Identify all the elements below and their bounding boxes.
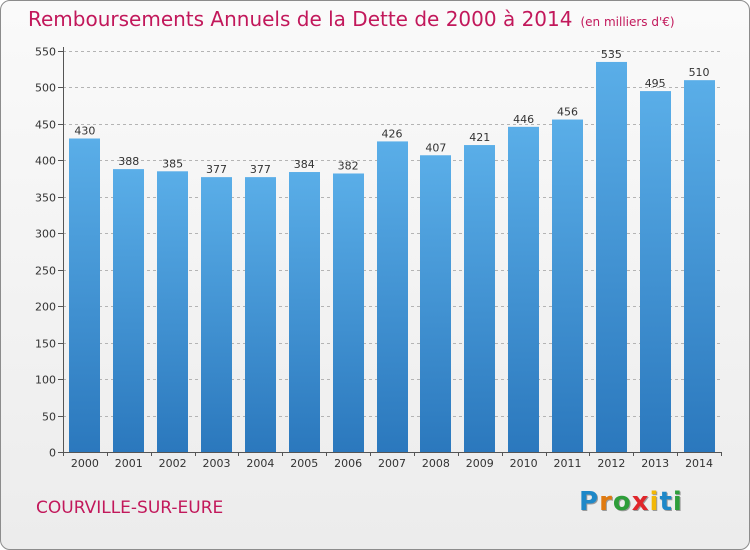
proxiti-logo: Proxiti <box>579 487 683 517</box>
data-label: 421 <box>469 131 490 144</box>
x-tick-label: 2009 <box>466 457 494 470</box>
bar <box>640 91 671 452</box>
y-tick-label: 250 <box>35 265 56 278</box>
data-label: 535 <box>601 48 622 61</box>
data-label: 388 <box>118 155 139 168</box>
logo-letter: o <box>612 487 632 517</box>
bar <box>69 138 100 452</box>
x-tick-label: 2006 <box>334 457 362 470</box>
logo-letter: i <box>672 487 683 517</box>
data-label: 510 <box>689 66 710 79</box>
y-tick-label: 150 <box>35 338 56 351</box>
bar <box>552 119 583 452</box>
bar <box>596 61 627 452</box>
logo-letter: x <box>631 487 650 517</box>
bar <box>157 171 188 453</box>
y-tick-label: 500 <box>35 82 56 95</box>
x-tick-label: 2014 <box>685 457 713 470</box>
data-label: 384 <box>294 158 315 171</box>
bar <box>377 141 408 452</box>
x-tick-label: 2005 <box>290 457 318 470</box>
data-label: 430 <box>74 124 95 137</box>
bar <box>289 172 320 452</box>
data-label: 377 <box>250 163 271 176</box>
data-label: 377 <box>206 163 227 176</box>
logo-letter: P <box>579 487 600 517</box>
y-tick-label: 200 <box>35 301 56 314</box>
bars <box>69 61 715 453</box>
data-label: 426 <box>382 127 403 140</box>
y-tick-label: 350 <box>35 192 56 205</box>
commune-name: COURVILLE-SUR-EURE <box>36 498 224 518</box>
logo-letter: i <box>649 487 660 517</box>
x-tick-label: 2008 <box>422 457 450 470</box>
bar <box>420 155 451 452</box>
data-label: 407 <box>425 141 446 154</box>
bar <box>201 177 232 452</box>
data-label: 446 <box>513 113 534 126</box>
x-tick-label: 2001 <box>115 457 143 470</box>
bar <box>113 169 144 452</box>
bar <box>245 177 276 452</box>
data-label: 382 <box>338 159 359 172</box>
x-tick-label: 2011 <box>553 457 581 470</box>
x-tick-label: 2004 <box>246 457 274 470</box>
axes <box>58 47 722 456</box>
bar <box>333 173 364 452</box>
data-label: 495 <box>645 77 666 90</box>
bar <box>464 145 495 452</box>
x-tick-label: 2013 <box>641 457 669 470</box>
bar <box>508 126 539 453</box>
x-tick-label: 2003 <box>203 457 231 470</box>
y-tick-label: 300 <box>35 228 56 241</box>
logo-letter: t <box>659 487 673 517</box>
y-tick-label: 400 <box>35 155 56 168</box>
chart-subtitle: (en milliers d'€) <box>580 15 675 29</box>
y-tick-label: 50 <box>42 411 56 424</box>
y-tick-label: 0 <box>49 447 56 460</box>
chart-title-text: Remboursements Annuels de la Dette de 20… <box>28 7 573 31</box>
x-tick-label: 2002 <box>159 457 187 470</box>
x-tick-label: 2007 <box>378 457 406 470</box>
x-tick-label: 2000 <box>71 457 99 470</box>
logo-letter: r <box>599 487 613 517</box>
labels: 0 50 100 150 200 250 300 350 400 450 500 550 430 2000… <box>35 46 713 471</box>
x-tick-label: 2012 <box>597 457 625 470</box>
y-tick-label: 550 <box>35 46 56 59</box>
y-tick-label: 450 <box>35 119 56 132</box>
y-tick-label: 100 <box>35 374 56 387</box>
data-label: 456 <box>557 106 578 119</box>
bar <box>684 80 715 452</box>
data-label: 385 <box>162 157 183 170</box>
x-tick-label: 2010 <box>510 457 538 470</box>
chart-title: Remboursements Annuels de la Dette de 20… <box>28 7 675 31</box>
